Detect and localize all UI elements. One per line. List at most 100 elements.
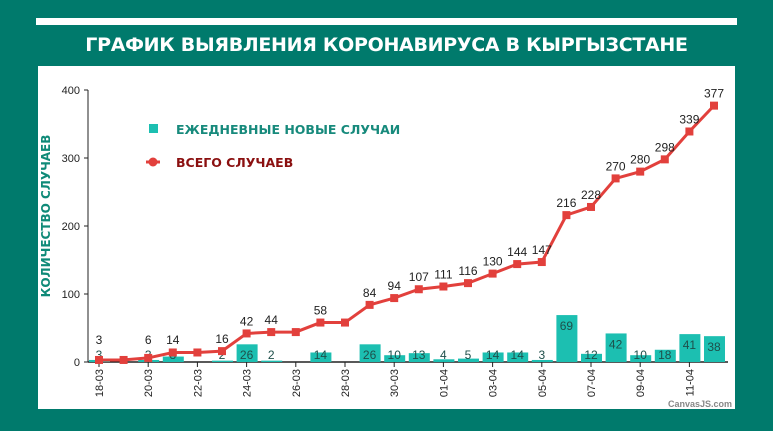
- title-top-band: [36, 18, 737, 25]
- line-label: 377: [704, 87, 724, 101]
- line-point: [168, 348, 177, 357]
- bar-label: 3: [96, 348, 103, 362]
- line-label: 6: [145, 333, 152, 347]
- bar-daily-new: [212, 360, 233, 362]
- legend-line-marker: [148, 157, 158, 167]
- bar-label: 42: [609, 337, 623, 351]
- line-point: [710, 101, 718, 110]
- y-tick-label: 400: [62, 85, 80, 97]
- line-point: [144, 353, 153, 362]
- line-label: 116: [458, 264, 477, 278]
- x-tick-label: 01-04: [438, 369, 450, 397]
- line-label: 270: [606, 159, 626, 173]
- line-point: [685, 127, 694, 136]
- bar-daily-new: [458, 358, 479, 362]
- y-tick-label: 300: [62, 153, 80, 165]
- line-label: 3: [96, 333, 103, 347]
- bar-daily-new: [310, 352, 332, 362]
- bar-daily-new: [605, 333, 627, 362]
- line-total-cases: [99, 104, 716, 362]
- line-point: [95, 355, 103, 364]
- bar-daily-new: [556, 315, 578, 362]
- line-point: [119, 355, 128, 364]
- bar-label: 69: [560, 319, 574, 333]
- line-label: 130: [483, 255, 503, 269]
- bar-daily-new: [704, 336, 725, 362]
- bar-label: 38: [707, 340, 721, 354]
- bar-daily-new: [162, 356, 184, 362]
- bar-daily-new: [384, 355, 406, 362]
- line-label: 16: [215, 332, 229, 346]
- line-point: [242, 329, 251, 338]
- bar-daily-new: [408, 353, 430, 362]
- bar-daily-new: [507, 352, 529, 362]
- x-tick-label: 30-03: [389, 369, 401, 397]
- line-label: 44: [265, 313, 279, 327]
- bar-daily-new: [236, 344, 258, 362]
- x-tick-label: 24-03: [242, 369, 254, 397]
- bar-label: 26: [240, 348, 254, 362]
- x-tick-label: 26-03: [291, 369, 303, 397]
- x-tick-label: 07-04: [586, 369, 598, 397]
- bar-label: 18: [658, 348, 672, 362]
- x-tick-label: 28-03: [340, 369, 352, 397]
- line-point: [193, 348, 202, 357]
- bar-daily-new: [654, 349, 676, 362]
- line-label: 84: [363, 286, 377, 300]
- x-tick-label: 22-03: [192, 369, 204, 397]
- line-label: 280: [630, 153, 650, 167]
- bar-label: 5: [465, 348, 472, 362]
- line-point: [464, 279, 472, 288]
- line-label: 111: [434, 268, 453, 282]
- chart-title: ГРАФИК ВЫЯВЛЕНИЯ КОРОНАВИРУСА В КЫРГЫЗСТ…: [85, 34, 688, 56]
- line-point: [414, 285, 423, 294]
- line-label: 298: [655, 140, 675, 154]
- bar-label: 13: [412, 348, 426, 362]
- line-point: [341, 318, 349, 327]
- line-point: [660, 155, 669, 164]
- bar-label: 14: [511, 348, 525, 362]
- line-label: 58: [314, 304, 328, 318]
- line-point: [488, 269, 497, 278]
- bar-label: 12: [584, 348, 598, 362]
- line-point: [562, 211, 571, 220]
- line-point: [291, 328, 300, 337]
- x-tick-label: 20-03: [143, 369, 155, 397]
- y-axis-title: КОЛИЧЕСТВО СЛУЧАЕВ: [39, 135, 53, 298]
- bar-daily-new: [679, 334, 701, 362]
- bar-label: 41: [683, 338, 697, 352]
- bar-label: 14: [486, 348, 500, 362]
- line-label: 94: [388, 279, 402, 293]
- x-tick-label: 11-04: [684, 369, 696, 396]
- bar-daily-new: [261, 360, 283, 362]
- line-label: 107: [409, 270, 429, 284]
- bar-label: 2: [268, 348, 275, 362]
- line-label: 14: [166, 333, 180, 347]
- bar-daily-new: [581, 353, 602, 362]
- bar-daily-new: [359, 344, 381, 362]
- bar-label: 14: [314, 348, 328, 362]
- y-tick-label: 100: [62, 289, 80, 301]
- credit-text: CanvasJS.com: [668, 399, 732, 409]
- bar-label: 4: [440, 348, 447, 362]
- line-point: [537, 258, 546, 267]
- line-point: [439, 282, 448, 291]
- line-label: 144: [507, 245, 527, 259]
- bar-label: 26: [363, 348, 377, 362]
- line-point: [636, 167, 645, 176]
- line-point: [513, 260, 522, 269]
- x-tick-label: 05-04: [537, 369, 549, 397]
- x-tick-label: 18-03: [94, 369, 106, 397]
- line-label: 147: [532, 243, 552, 257]
- line-point: [611, 174, 620, 183]
- legend-bars-label: ЕЖЕДНЕВНЫЕ НОВЫЕ СЛУЧАИ: [176, 122, 400, 137]
- x-tick-label: 03-04: [488, 369, 500, 397]
- line-point: [365, 300, 374, 309]
- legend-line-label: ВСЕГО СЛУЧАЕВ: [176, 155, 293, 170]
- line-label: 216: [556, 196, 576, 210]
- line-point: [587, 202, 595, 211]
- y-tick-label: 200: [62, 221, 80, 233]
- bar-daily-new: [531, 359, 553, 362]
- bar-daily-new: [482, 352, 504, 362]
